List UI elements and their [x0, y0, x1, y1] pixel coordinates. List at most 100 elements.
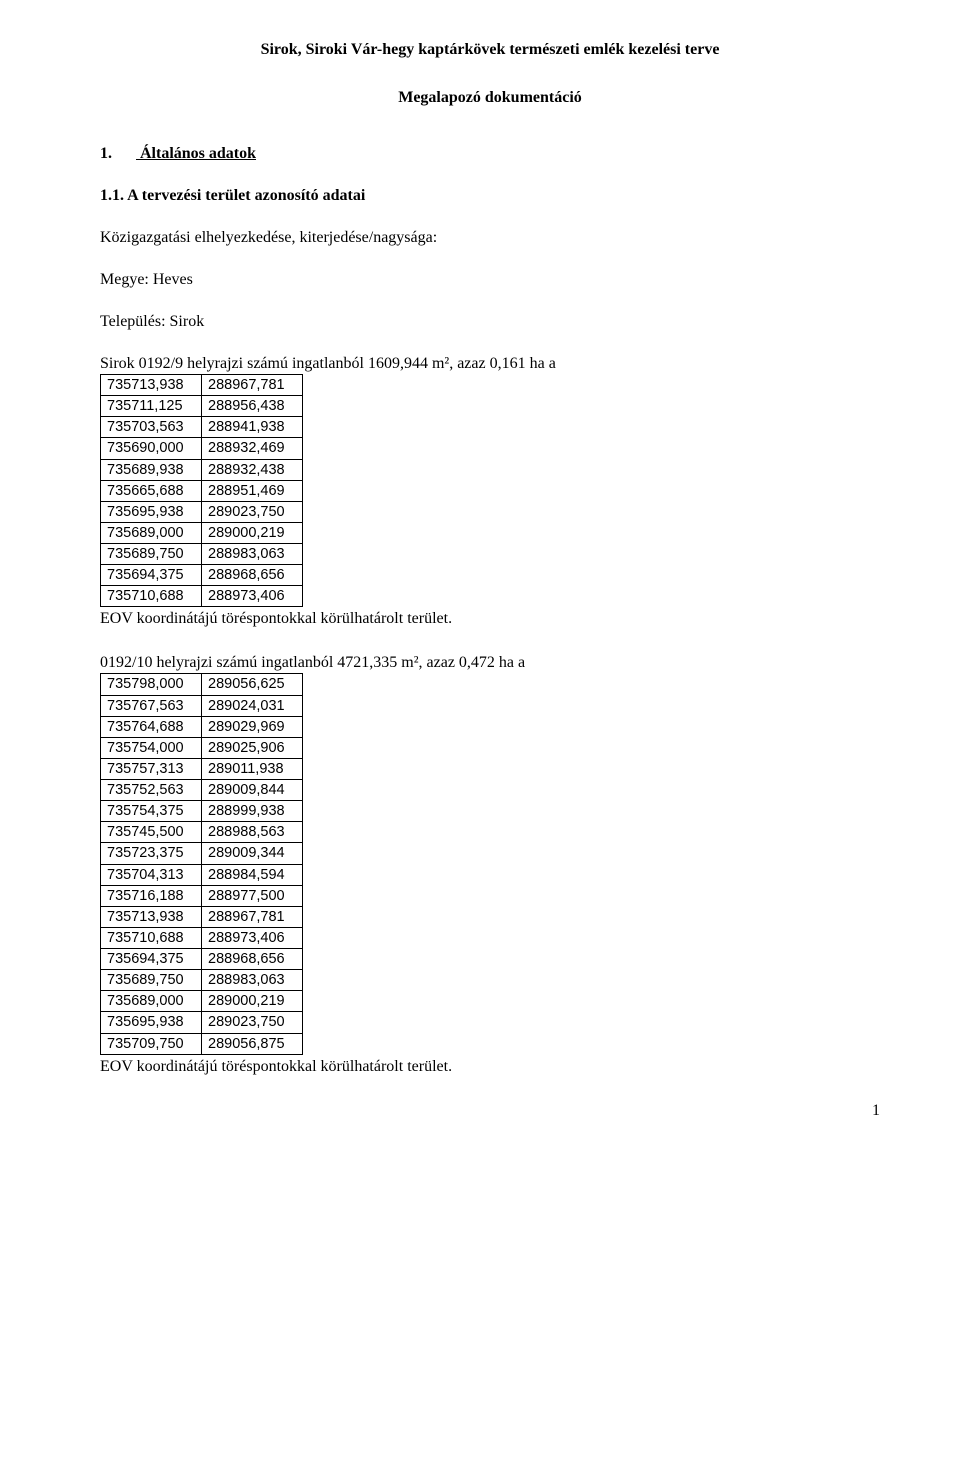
- coord-table-1: 735713,938288967,781735711,125288956,438…: [100, 374, 303, 607]
- table2-footer: EOV koordinátájú töréspontokkal körülhat…: [100, 1057, 880, 1077]
- document-title: Sirok, Siroki Vár-hegy kaptárkövek termé…: [100, 40, 880, 60]
- table-row: 735710,688288973,406: [101, 586, 303, 607]
- table-cell: 735752,563: [101, 780, 202, 801]
- table-row: 735695,938289023,750: [101, 1012, 303, 1033]
- table-row: 735757,313289011,938: [101, 758, 303, 779]
- coord-table-2: 735798,000289056,625735767,563289024,031…: [100, 673, 303, 1054]
- table-row: 735754,000289025,906: [101, 737, 303, 758]
- table-cell: 735704,313: [101, 864, 202, 885]
- document-subtitle: Megalapozó dokumentáció: [100, 88, 880, 108]
- table-row: 735798,000289056,625: [101, 674, 303, 695]
- table-cell: 735754,375: [101, 801, 202, 822]
- page-number: 1: [100, 1101, 880, 1121]
- table-cell: 288951,469: [202, 480, 303, 501]
- table-cell: 735689,750: [101, 970, 202, 991]
- intro-text: Közigazgatási elhelyezkedése, kiterjedés…: [100, 228, 880, 248]
- table-row: 735689,750288983,063: [101, 544, 303, 565]
- table-cell: 735689,000: [101, 991, 202, 1012]
- table-cell: 288941,938: [202, 417, 303, 438]
- table-cell: 288984,594: [202, 864, 303, 885]
- table1-footer: EOV koordinátájú töréspontokkal körülhat…: [100, 609, 880, 629]
- table-cell: 735709,750: [101, 1033, 202, 1054]
- table-cell: 288999,938: [202, 801, 303, 822]
- table-row: 735689,000289000,219: [101, 522, 303, 543]
- section-number: 1.: [100, 144, 136, 164]
- table-cell: 735695,938: [101, 1012, 202, 1033]
- table-cell: 735694,375: [101, 949, 202, 970]
- table-row: 735709,750289056,875: [101, 1033, 303, 1054]
- table-cell: 288956,438: [202, 396, 303, 417]
- table-cell: 288973,406: [202, 586, 303, 607]
- table-row: 735711,125288956,438: [101, 396, 303, 417]
- table-cell: 289000,219: [202, 991, 303, 1012]
- table-cell: 288967,781: [202, 906, 303, 927]
- table-cell: 735710,688: [101, 586, 202, 607]
- table-cell: 289056,875: [202, 1033, 303, 1054]
- telepules-text: Település: Sirok: [100, 312, 880, 332]
- table-cell: 288973,406: [202, 927, 303, 948]
- subsection-number: 1.1.: [100, 187, 124, 204]
- table-cell: 288977,500: [202, 885, 303, 906]
- parcel1-description: Sirok 0192/9 helyrajzi számú ingatlanból…: [100, 354, 880, 374]
- table-row: 735689,000289000,219: [101, 991, 303, 1012]
- table-row: 735745,500288988,563: [101, 822, 303, 843]
- table-cell: 288968,656: [202, 565, 303, 586]
- table-cell: 289023,750: [202, 1012, 303, 1033]
- table-cell: 735767,563: [101, 695, 202, 716]
- table-cell: 735754,000: [101, 737, 202, 758]
- table-cell: 735689,000: [101, 522, 202, 543]
- table-cell: 735710,688: [101, 927, 202, 948]
- megye-text: Megye: Heves: [100, 270, 880, 290]
- table-row: 735764,688289029,969: [101, 716, 303, 737]
- table-cell: 289009,844: [202, 780, 303, 801]
- table-cell: 735713,938: [101, 906, 202, 927]
- table-cell: 735757,313: [101, 758, 202, 779]
- table-cell: 289029,969: [202, 716, 303, 737]
- table-cell: 735798,000: [101, 674, 202, 695]
- table-cell: 735694,375: [101, 565, 202, 586]
- table-cell: 288983,063: [202, 970, 303, 991]
- table-row: 735694,375288968,656: [101, 565, 303, 586]
- table-cell: 735665,688: [101, 480, 202, 501]
- table-cell: 735723,375: [101, 843, 202, 864]
- table-row: 735703,563288941,938: [101, 417, 303, 438]
- table-cell: 288968,656: [202, 949, 303, 970]
- table-cell: 289009,344: [202, 843, 303, 864]
- table-cell: 735695,938: [101, 501, 202, 522]
- table-row: 735704,313288984,594: [101, 864, 303, 885]
- parcel2-description: 0192/10 helyrajzi számú ingatlanból 4721…: [100, 653, 880, 673]
- table-cell: 735689,750: [101, 544, 202, 565]
- table-cell: 735713,938: [101, 375, 202, 396]
- table-row: 735665,688288951,469: [101, 480, 303, 501]
- table-cell: 735690,000: [101, 438, 202, 459]
- table-row: 735695,938289023,750: [101, 501, 303, 522]
- table-cell: 735764,688: [101, 716, 202, 737]
- table-cell: 289011,938: [202, 758, 303, 779]
- table-cell: 288967,781: [202, 375, 303, 396]
- table-cell: 289056,625: [202, 674, 303, 695]
- table-row: 735694,375288968,656: [101, 949, 303, 970]
- section-heading-1: 1. Általános adatok: [100, 144, 880, 164]
- table-row: 735689,938288932,438: [101, 459, 303, 480]
- table-row: 735689,750288983,063: [101, 970, 303, 991]
- table-row: 735713,938288967,781: [101, 906, 303, 927]
- table-cell: 289000,219: [202, 522, 303, 543]
- table-cell: 735703,563: [101, 417, 202, 438]
- table-cell: 735689,938: [101, 459, 202, 480]
- section-label: Általános adatok: [140, 145, 256, 162]
- table-row: 735716,188288977,500: [101, 885, 303, 906]
- table-cell: 288932,469: [202, 438, 303, 459]
- table-row: 735690,000288932,469: [101, 438, 303, 459]
- table-row: 735723,375289009,344: [101, 843, 303, 864]
- subsection-label: A tervezési terület azonosító adatai: [127, 187, 365, 204]
- table-cell: 288983,063: [202, 544, 303, 565]
- table-cell: 289025,906: [202, 737, 303, 758]
- table-cell: 735716,188: [101, 885, 202, 906]
- table-cell: 735745,500: [101, 822, 202, 843]
- table-row: 735752,563289009,844: [101, 780, 303, 801]
- table-row: 735767,563289024,031: [101, 695, 303, 716]
- table-cell: 288988,563: [202, 822, 303, 843]
- table-row: 735713,938288967,781: [101, 375, 303, 396]
- table-row: 735710,688288973,406: [101, 927, 303, 948]
- table-cell: 735711,125: [101, 396, 202, 417]
